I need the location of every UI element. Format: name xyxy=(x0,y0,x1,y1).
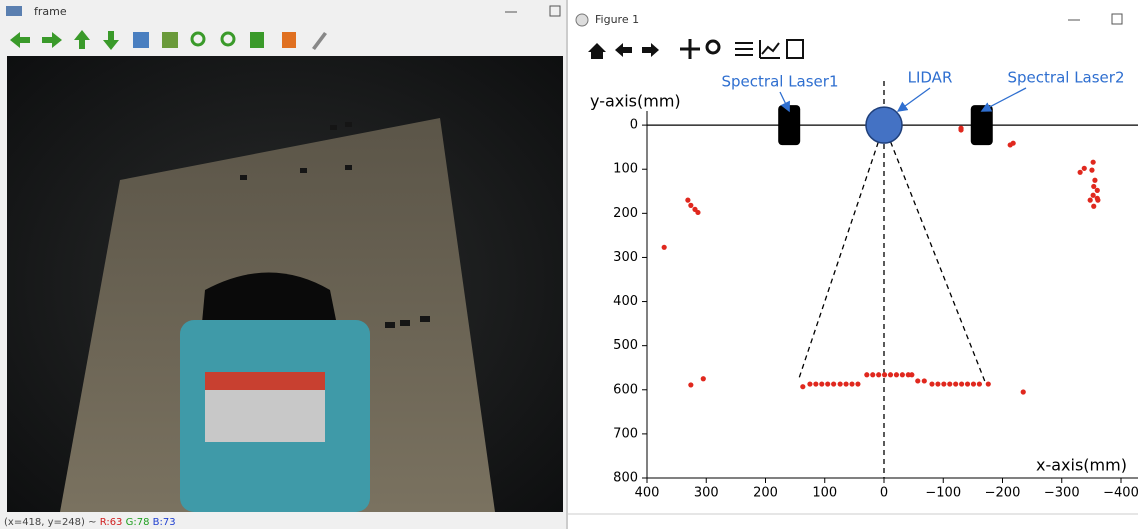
point xyxy=(695,210,700,215)
annotation-label: Spectral Laser1 xyxy=(722,73,839,91)
point xyxy=(825,381,830,386)
point xyxy=(1095,196,1100,201)
tool-image[interactable] xyxy=(133,32,149,48)
tool-save[interactable] xyxy=(250,32,264,48)
figure-title: Figure 1 xyxy=(595,13,639,26)
point xyxy=(1011,141,1016,146)
point xyxy=(900,372,905,377)
y-tick-label: 700 xyxy=(613,426,638,441)
x-axis-label: x-axis(mm) xyxy=(1036,456,1127,475)
screen: frame (x=418, y=248) ~ R:63 G:78 B:73 Fi… xyxy=(0,0,1138,529)
point xyxy=(894,372,899,377)
x-tick-label: −300 xyxy=(1044,486,1080,501)
point xyxy=(1092,178,1097,183)
x-tick-label: 0 xyxy=(880,486,888,501)
point xyxy=(1021,389,1026,394)
point xyxy=(838,381,843,386)
point xyxy=(1082,166,1087,171)
page: frame / Figure 1 body { margin: 0; width… xyxy=(0,0,1138,529)
status-bar: (x=418, y=248) ~ R:63 G:78 B:73 xyxy=(4,517,176,528)
point xyxy=(941,381,946,386)
y-tick-label: 400 xyxy=(613,294,638,309)
y-tick-label: 500 xyxy=(613,338,638,353)
point xyxy=(977,381,982,386)
point xyxy=(819,381,824,386)
lidar-marker xyxy=(866,107,902,143)
point xyxy=(882,372,887,377)
status-b: B:73 xyxy=(153,517,176,528)
x-tick-label: −100 xyxy=(925,486,961,501)
point xyxy=(1089,168,1094,173)
point xyxy=(1088,198,1093,203)
point xyxy=(813,381,818,386)
status-r: R:63 xyxy=(100,517,123,528)
window-icon xyxy=(6,6,22,16)
x-tick-label: 100 xyxy=(812,486,837,501)
y-axis-label: y-axis(mm) xyxy=(590,92,681,111)
camera-image xyxy=(7,56,563,512)
point xyxy=(947,381,952,386)
point xyxy=(1091,184,1096,189)
point xyxy=(1091,204,1096,209)
point xyxy=(807,381,812,386)
y-tick-label: 600 xyxy=(613,382,638,397)
point xyxy=(685,198,690,203)
point xyxy=(959,381,964,386)
point xyxy=(831,381,836,386)
point xyxy=(855,381,860,386)
point xyxy=(701,376,706,381)
y-tick-label: 300 xyxy=(613,250,638,265)
y-tick-label: 0 xyxy=(630,118,638,133)
point xyxy=(929,381,934,386)
tool-copy[interactable] xyxy=(282,32,296,48)
point xyxy=(1078,170,1083,175)
point xyxy=(935,381,940,386)
point xyxy=(971,381,976,386)
point xyxy=(662,245,667,250)
status-g: G:78 xyxy=(126,517,150,528)
point xyxy=(922,378,927,383)
point xyxy=(849,381,854,386)
point xyxy=(958,127,963,132)
annotation-label: Spectral Laser2 xyxy=(1008,69,1125,87)
y-tick-label: 100 xyxy=(613,162,638,177)
point xyxy=(965,381,970,386)
point xyxy=(843,381,848,386)
point xyxy=(1095,188,1100,193)
body: {"left_window": {"title": "frame", "stat… xyxy=(0,0,1138,529)
status-position: (x=418, y=248) ~ xyxy=(4,517,97,528)
annotation-label: LIDAR xyxy=(908,69,953,87)
x-tick-label: 400 xyxy=(635,486,660,501)
point xyxy=(915,378,920,383)
window-title: frame xyxy=(34,5,67,18)
figure-icon xyxy=(576,14,588,26)
point xyxy=(1091,193,1096,198)
point xyxy=(870,372,875,377)
point xyxy=(688,203,693,208)
x-tick-label: −400 xyxy=(1103,486,1138,501)
x-tick-label: 200 xyxy=(753,486,778,501)
x-tick-label: 300 xyxy=(694,486,719,501)
point xyxy=(864,372,869,377)
point xyxy=(688,382,693,387)
y-tick-label: 800 xyxy=(613,471,638,486)
point xyxy=(909,372,914,377)
point xyxy=(1091,160,1096,165)
x-tick-label: −200 xyxy=(985,486,1021,501)
point xyxy=(888,372,893,377)
point xyxy=(953,381,958,386)
point xyxy=(986,381,991,386)
point xyxy=(800,384,805,389)
y-tick-label: 200 xyxy=(613,206,638,221)
point xyxy=(876,372,881,377)
tool-fit[interactable] xyxy=(162,32,178,48)
device-label-band xyxy=(205,372,325,390)
